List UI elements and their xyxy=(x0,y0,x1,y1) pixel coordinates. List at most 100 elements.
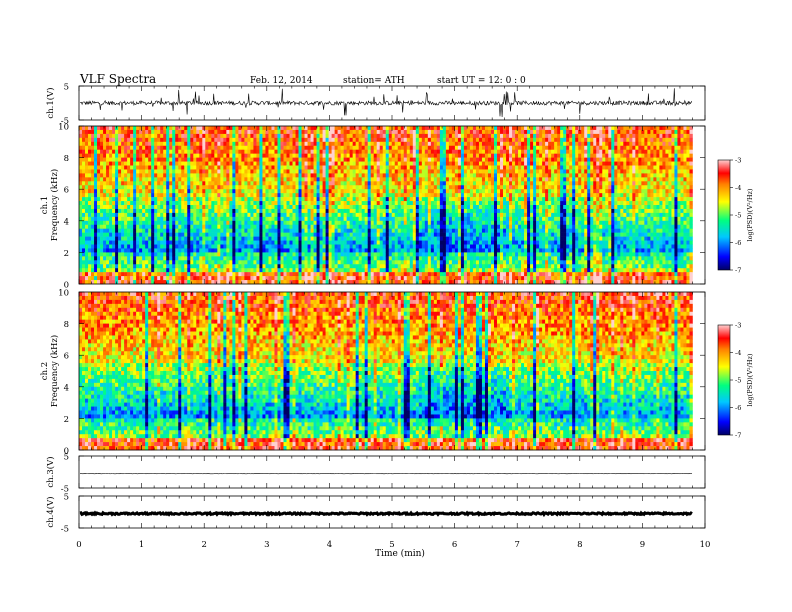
spectrogram-cell xyxy=(364,236,368,241)
spectrogram-cell xyxy=(100,149,104,154)
spectrogram-cell xyxy=(403,208,408,214)
spectrogram-cell xyxy=(292,232,296,237)
spectrogram-cell xyxy=(154,248,158,253)
spectrogram-cell xyxy=(130,161,134,166)
spectrogram-cell xyxy=(388,260,393,265)
spectrogram-cell xyxy=(118,141,122,147)
spectrogram-cell xyxy=(169,252,173,257)
spectrogram-cell xyxy=(247,165,251,170)
spectrogram-cell xyxy=(280,216,284,222)
spectrogram-cell xyxy=(151,232,155,237)
spectrogram-cell xyxy=(100,260,104,265)
spectrogram-cell xyxy=(124,157,128,162)
spectrogram-cell xyxy=(193,244,197,249)
spectrogram-cell xyxy=(337,149,341,154)
spectrogram-cell xyxy=(385,149,390,154)
spectrogram-cell xyxy=(139,157,143,162)
spectrogram-cell xyxy=(379,260,384,265)
spectrogram-cell xyxy=(250,208,254,214)
spectrogram-cell xyxy=(130,193,134,198)
spectrogram-cell xyxy=(280,228,284,233)
spectrogram-cell xyxy=(256,153,260,158)
spectrogram-cell xyxy=(85,145,89,150)
spectrogram-cell xyxy=(160,228,164,233)
spectrogram-cell xyxy=(100,236,104,241)
spectrogram-cell xyxy=(361,126,365,131)
spectrogram-cell xyxy=(427,201,432,206)
spectrogram-cell xyxy=(247,177,251,182)
spectrogram-cell xyxy=(235,177,239,182)
spectrogram-cell xyxy=(211,260,215,265)
spectrogram-cell xyxy=(289,212,293,218)
spectrogram-cell xyxy=(268,256,272,261)
spectrogram-cell xyxy=(139,197,143,202)
spectrogram-cell xyxy=(118,236,122,241)
spectrogram-cell xyxy=(214,133,218,139)
spectrogram-cell xyxy=(400,173,405,178)
spectrogram-cell xyxy=(409,197,414,202)
spectrogram-cell xyxy=(253,153,257,158)
spectrogram-cell xyxy=(94,185,98,190)
spectrogram-cell xyxy=(358,197,362,202)
spectrogram-cell xyxy=(79,177,83,182)
spectrogram-cell xyxy=(91,157,95,162)
spectrogram-cell xyxy=(358,149,362,154)
spectrogram-cell xyxy=(442,272,447,277)
spectrogram-cell xyxy=(127,157,131,162)
spectrogram-cell xyxy=(376,157,381,162)
spectrogram-cell xyxy=(232,256,236,261)
spectrogram-cell xyxy=(430,236,435,241)
spectrogram-cell xyxy=(325,264,329,269)
spectrogram-cell xyxy=(118,276,122,281)
spectrogram-cell xyxy=(247,252,251,257)
spectrogram-cell xyxy=(205,149,209,154)
spectrogram-cell xyxy=(280,129,284,135)
spectrogram-cell xyxy=(331,212,335,218)
spectrogram-cell xyxy=(292,260,296,265)
spectrogram-cell xyxy=(280,220,284,226)
spectrogram-cell xyxy=(184,212,188,218)
spectrogram-cell xyxy=(430,201,435,206)
spectrogram-cell xyxy=(370,189,375,194)
spectrogram-cell xyxy=(205,208,209,214)
spectrogram-cell xyxy=(376,137,381,143)
spectrogram-cell xyxy=(433,224,438,229)
y-axis-label: ch.1(V) xyxy=(45,87,56,118)
spectrogram-cell xyxy=(85,169,89,174)
spectrogram-cell xyxy=(442,240,447,245)
spectrogram-cell xyxy=(313,181,317,186)
spectrogram-cell xyxy=(397,153,402,158)
spectrogram-cells xyxy=(79,126,693,285)
spectrogram-cell xyxy=(91,181,95,186)
spectrogram-cell xyxy=(217,205,221,210)
spectrogram-cell xyxy=(442,153,447,158)
spectrogram-cell xyxy=(280,260,284,265)
spectrogram-cell xyxy=(289,189,293,194)
spectrogram-cell xyxy=(211,177,215,182)
spectrogram-cell xyxy=(391,260,396,265)
spectrogram-cell xyxy=(220,276,224,281)
spectrogram-cell xyxy=(199,276,203,281)
spectrogram-cell xyxy=(208,189,212,194)
spectrogram-cell xyxy=(235,252,239,257)
spectrogram-cell xyxy=(331,149,335,154)
spectrogram-cell xyxy=(385,177,390,182)
spectrogram-cell xyxy=(91,228,95,233)
spectrogram-cell xyxy=(343,161,347,166)
spectrogram-cell xyxy=(427,157,432,162)
spectrogram-cell xyxy=(358,232,362,237)
spectrogram-cell xyxy=(166,240,170,245)
spectrogram-cell xyxy=(373,252,378,257)
spectrogram-cell xyxy=(337,181,341,186)
spectrogram-cell xyxy=(100,181,104,186)
spectrogram-cell xyxy=(184,236,188,241)
spectrogram-cell xyxy=(397,260,402,265)
spectrogram-cell xyxy=(94,197,98,202)
spectrogram-cell xyxy=(190,149,194,154)
spectrogram-cell xyxy=(166,193,170,198)
spectrogram-cell xyxy=(322,216,326,222)
spectrogram-cell xyxy=(295,149,299,154)
spectrogram-cell xyxy=(109,149,113,154)
spectrogram-cell xyxy=(442,161,447,166)
spectrogram-cell xyxy=(259,129,263,135)
